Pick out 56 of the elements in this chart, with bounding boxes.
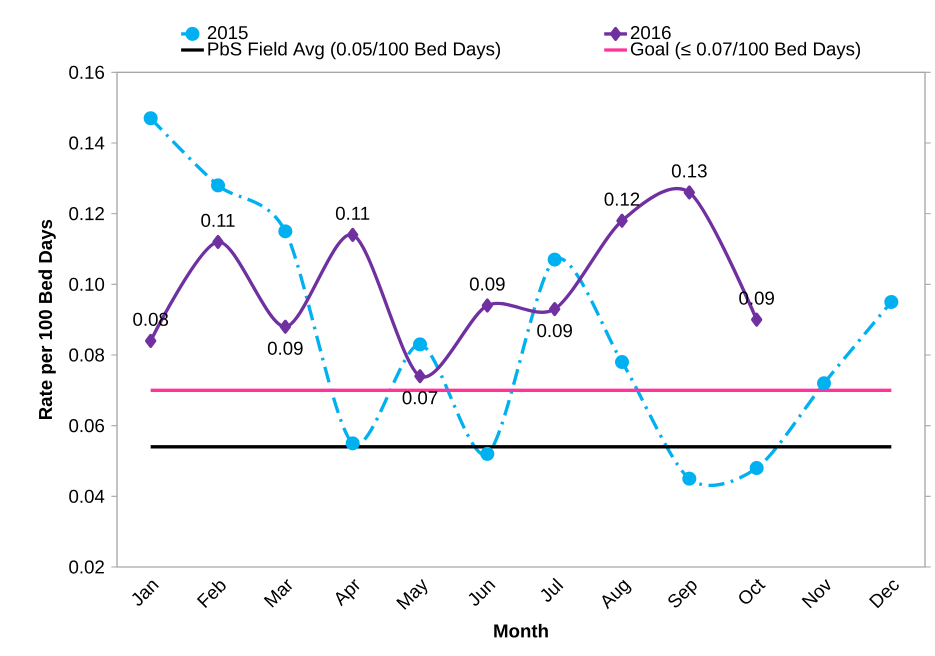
x-tick-label: Jan <box>132 580 159 606</box>
x-tick-label: Sep <box>668 580 697 608</box>
y-tick-label: 0.14 <box>69 136 104 150</box>
x-tick-label: Jun <box>468 580 496 606</box>
point <box>615 355 630 370</box>
data-label: 0.13 <box>672 164 707 178</box>
x-axis-title: Month <box>494 624 548 638</box>
point <box>884 294 898 309</box>
point <box>682 472 696 486</box>
x-tick-label: Feb <box>196 581 226 608</box>
legend-label: 2015 <box>208 26 248 40</box>
data-label: 0.09 <box>537 324 572 338</box>
data-label: 0.11 <box>201 214 235 227</box>
point <box>212 234 224 249</box>
y-tick-label: 0.08 <box>69 348 104 362</box>
data-label: 0.11 <box>336 206 370 220</box>
data-label: 0.09 <box>268 342 303 355</box>
x-tick-label: Mar <box>264 579 292 608</box>
data-label: 0.07 <box>402 391 438 404</box>
point <box>816 376 831 390</box>
x-tick-label: Apr <box>336 579 360 606</box>
legend-label: PbS Field Avg (0.05/100 Bed Days) <box>208 42 500 60</box>
point <box>211 178 226 192</box>
point <box>413 337 428 352</box>
point <box>347 228 358 242</box>
point <box>145 334 156 348</box>
x-tick-label: Dec <box>868 580 899 608</box>
point <box>750 461 764 476</box>
point <box>414 369 426 384</box>
y-tick-label: 0.02 <box>69 560 104 574</box>
point <box>549 302 560 316</box>
y-tick-label: 0.16 <box>69 66 104 79</box>
y-tick-label: 0.06 <box>69 419 104 432</box>
point <box>280 320 292 334</box>
x-tick-label: Nov <box>802 578 830 608</box>
point <box>548 252 562 267</box>
x-tick-label: Aug <box>602 580 632 610</box>
y-tick-label: 0.04 <box>69 490 104 503</box>
data-label: 0.09 <box>470 277 505 291</box>
point <box>480 446 494 461</box>
legend-label: Goal (≤ 0.07/100 Bed Days) <box>630 42 860 60</box>
point <box>278 224 292 238</box>
data-label: 0.12 <box>604 192 640 206</box>
point <box>346 436 360 450</box>
x-tick-label: Jul <box>540 578 564 602</box>
point <box>144 111 158 126</box>
legend-label: 2016 <box>630 26 671 40</box>
point <box>616 214 628 228</box>
y-tick-label: 0.10 <box>69 278 104 291</box>
x-tick-label: May <box>396 578 428 610</box>
point <box>684 185 696 200</box>
x-tick-label: Oct <box>739 579 766 604</box>
y-tick-label: 0.12 <box>69 207 104 220</box>
point <box>482 298 494 313</box>
point <box>750 312 762 327</box>
y-axis-title: Rate per 100 Bed Days <box>38 220 56 420</box>
